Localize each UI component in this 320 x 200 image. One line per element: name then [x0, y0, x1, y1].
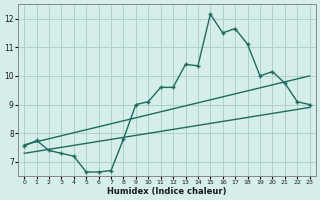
X-axis label: Humidex (Indice chaleur): Humidex (Indice chaleur) — [107, 187, 227, 196]
